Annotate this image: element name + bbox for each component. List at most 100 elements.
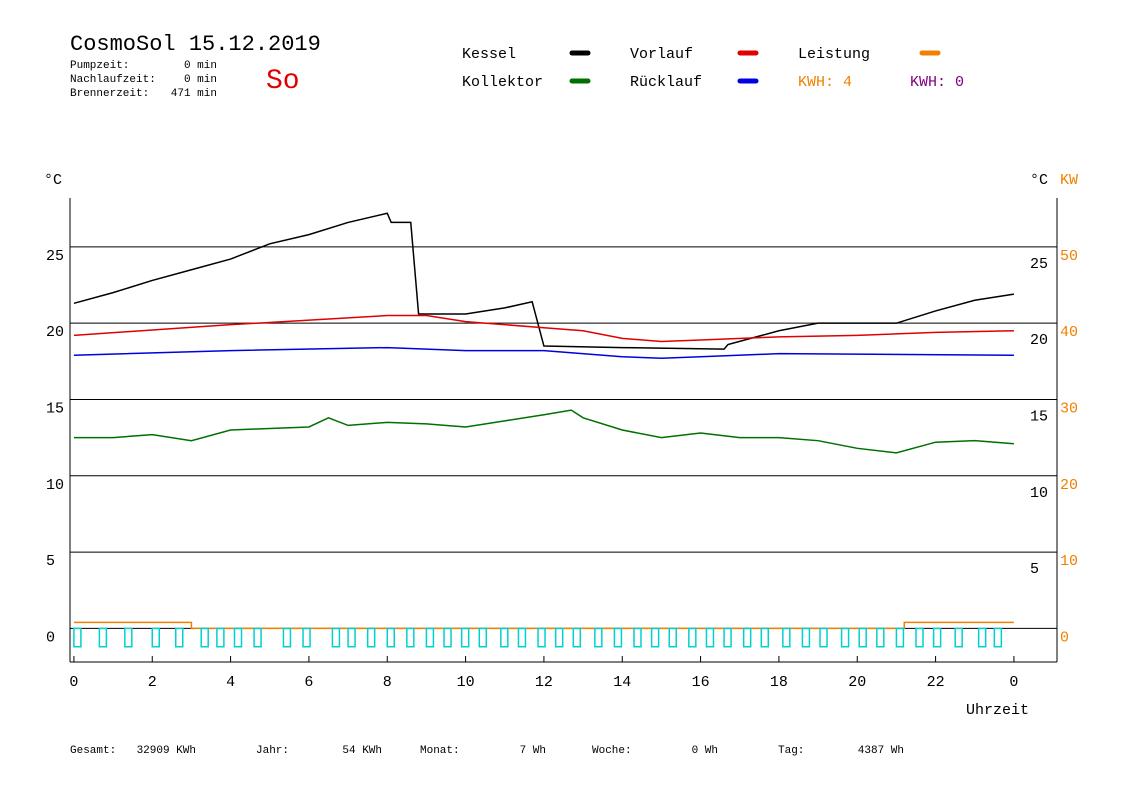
pulse: [175, 627, 184, 648]
stat-label: Nachlaufzeit:: [70, 74, 156, 86]
pulse: [98, 627, 108, 648]
x-tick-label: 4: [226, 674, 235, 691]
pulse: [517, 627, 527, 648]
x-tick-label: 14: [613, 674, 631, 691]
y2-tick-label: 50: [1060, 248, 1078, 265]
y-tick-label: 0: [46, 629, 55, 646]
total-value: 0 Wh: [692, 745, 718, 757]
y-tick-label-right: 20: [1030, 332, 1048, 349]
series-line: [73, 621, 1014, 630]
pulse: [347, 627, 356, 648]
x-tick-label: 18: [770, 674, 788, 691]
pulse: [460, 627, 470, 648]
stat-value: 0 min: [184, 60, 217, 72]
pulse: [331, 627, 341, 648]
series-line: [73, 314, 1014, 343]
pulse: [594, 627, 603, 648]
y2-tick-label: 0: [1060, 629, 1069, 646]
pulse: [876, 627, 885, 648]
x-tick-label: 8: [383, 674, 392, 691]
legend-label: Vorlauf: [630, 46, 693, 63]
pulse: [124, 627, 133, 648]
total-label: Monat:: [420, 745, 460, 757]
pulse: [233, 627, 243, 648]
pulse: [613, 627, 623, 648]
pulse: [253, 627, 262, 648]
pulse: [977, 627, 987, 648]
stat-value: 471 min: [171, 88, 217, 100]
pulse: [668, 627, 677, 648]
pulse: [954, 627, 963, 648]
pulse: [760, 627, 770, 648]
x-tick-label: 12: [535, 674, 553, 691]
pulse: [915, 627, 924, 648]
pulse: [782, 627, 791, 648]
y-tick-label-right: 15: [1030, 408, 1048, 425]
kwh: KWH: 0: [910, 74, 964, 91]
legend-label: Kessel: [462, 46, 516, 63]
pulse: [554, 627, 564, 648]
y-label: °C: [44, 172, 62, 189]
y-tick-label: 20: [46, 324, 64, 341]
pulse: [801, 627, 811, 648]
title: CosmoSol 15.12.2019: [70, 32, 321, 57]
pulse: [858, 627, 867, 648]
pulse: [386, 627, 395, 648]
series-line: [73, 346, 1014, 360]
x-tick-label: 2: [148, 674, 157, 691]
total-value: 7 Wh: [520, 745, 546, 757]
total-value: 54 KWh: [342, 745, 382, 757]
series-line: [73, 409, 1014, 454]
pulse: [302, 627, 311, 648]
stat-label: Pumpzeit:: [70, 60, 129, 72]
x-tick-label: 16: [692, 674, 710, 691]
pulse: [73, 627, 82, 648]
y-tick-label: 15: [46, 400, 64, 417]
x-tick-label: 22: [927, 674, 945, 691]
pulse: [650, 627, 660, 648]
total-label: Jahr:: [256, 745, 289, 757]
y2-unit: °C: [1030, 172, 1048, 189]
y2-label: KW: [1060, 172, 1078, 189]
pulse: [425, 627, 435, 648]
pulse: [840, 627, 850, 648]
y-tick-label: 5: [46, 553, 55, 570]
pulse: [366, 627, 376, 648]
pulse: [537, 627, 546, 648]
x-tick-label: 10: [457, 674, 475, 691]
total-label: Gesamt:: [70, 745, 116, 757]
pulse: [688, 627, 697, 648]
pulse: [216, 627, 225, 648]
y2-tick-label: 40: [1060, 324, 1078, 341]
pulse: [406, 627, 415, 648]
total-label: Woche:: [592, 745, 632, 757]
pulse: [723, 627, 732, 648]
pulse: [633, 627, 642, 648]
legend-label: Rücklauf: [630, 74, 702, 91]
stat-value: 0 min: [184, 74, 217, 86]
y-tick-label-right: 5: [1030, 561, 1039, 578]
legend-label: Leistung: [798, 46, 870, 63]
pulse: [742, 627, 752, 648]
y2-tick-label: 10: [1060, 553, 1078, 570]
total-label: Tag:: [778, 745, 804, 757]
y2-tick-label: 20: [1060, 477, 1078, 494]
y-tick-label: 10: [46, 477, 64, 494]
total-value: 32909 KWh: [137, 745, 196, 757]
pulse: [993, 627, 1003, 648]
series-line: [73, 212, 1015, 350]
pulse: [500, 627, 509, 648]
x-tick-label: 20: [848, 674, 866, 691]
pulse: [932, 627, 942, 648]
pulse: [282, 627, 292, 648]
pulse: [443, 627, 452, 648]
x-tick-label: 6: [304, 674, 313, 691]
x-label: Uhrzeit: [966, 702, 1029, 719]
day: So: [266, 66, 300, 97]
kwh: KWH: 4: [798, 74, 852, 91]
y2-tick-label: 30: [1060, 400, 1078, 417]
pulse: [478, 627, 488, 648]
pulse: [572, 627, 582, 648]
y-tick-label-right: 25: [1030, 256, 1048, 273]
pulse: [705, 627, 715, 648]
